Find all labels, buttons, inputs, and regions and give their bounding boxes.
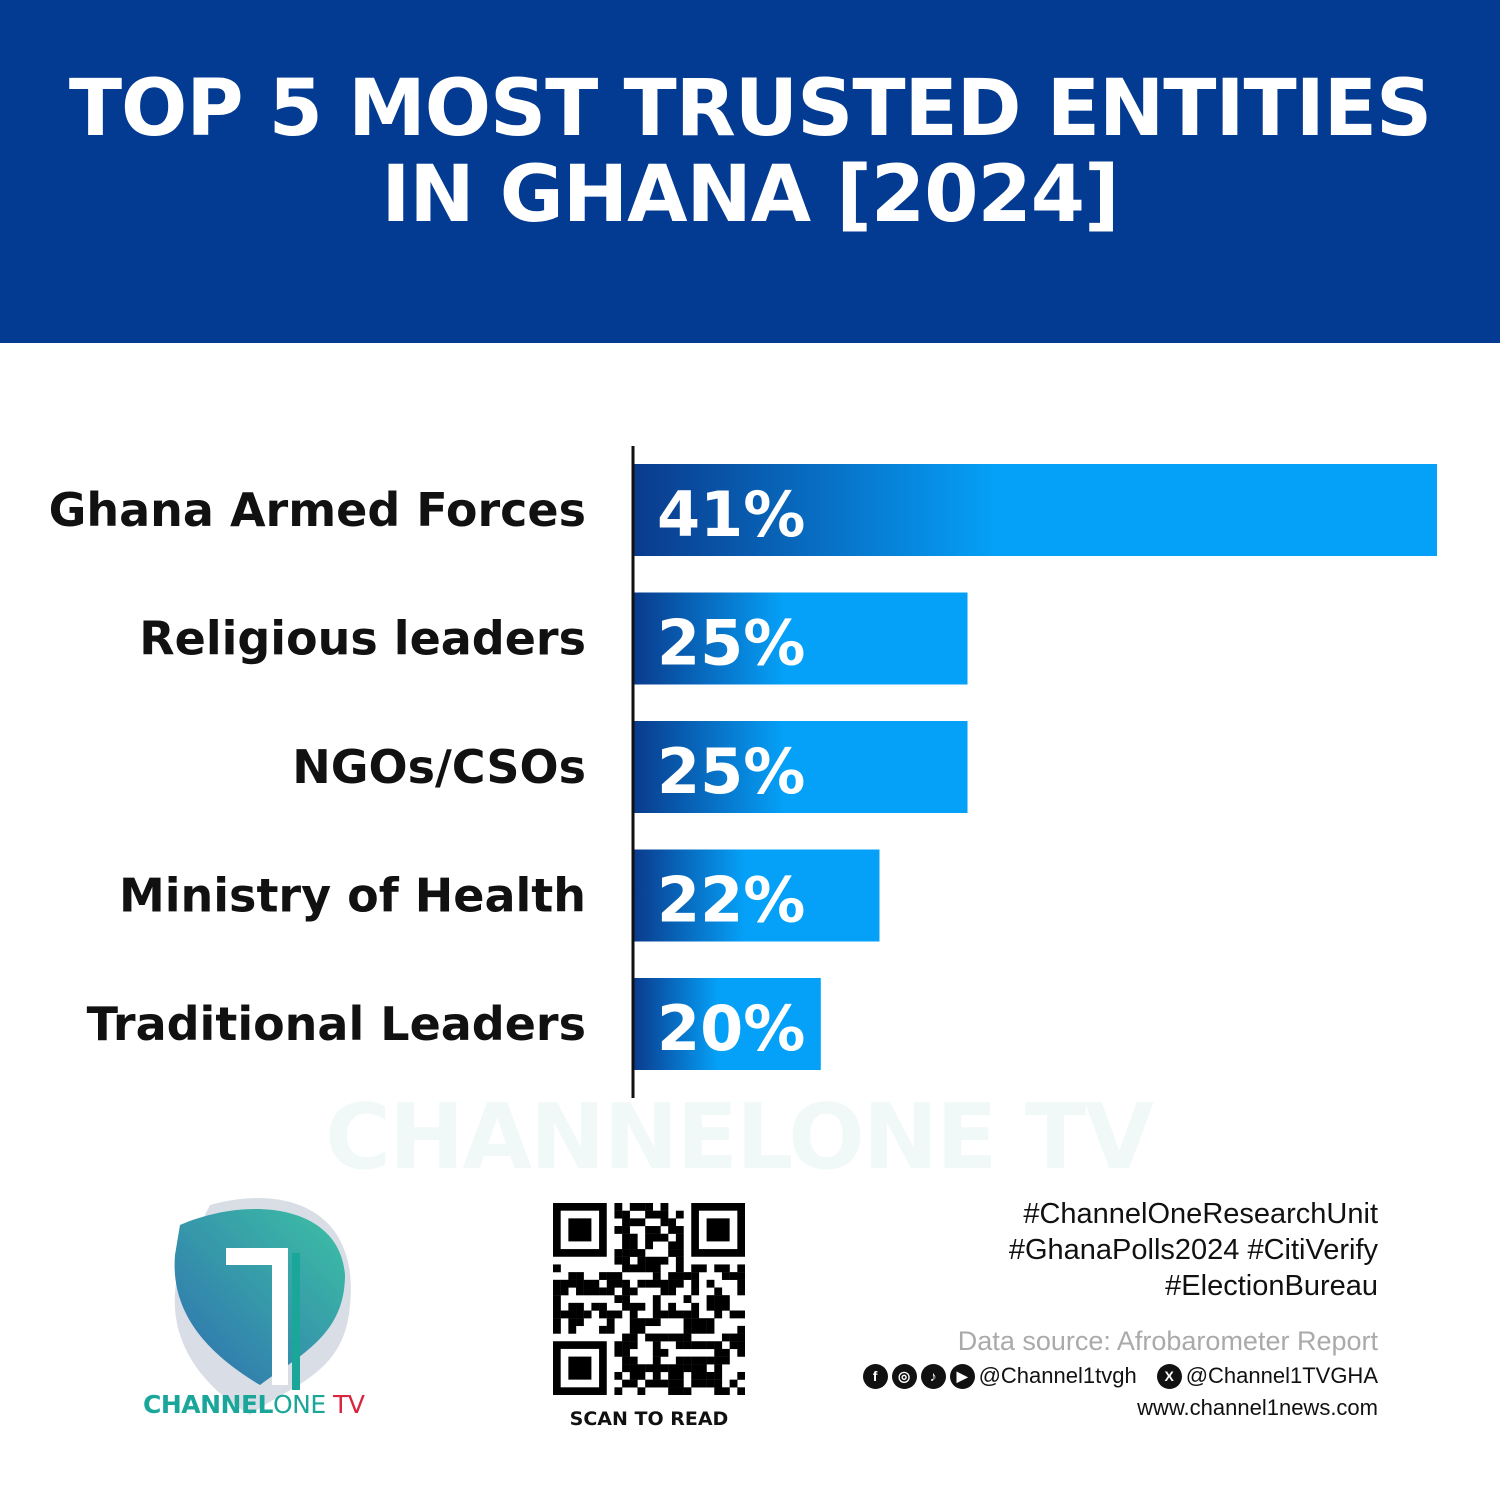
bar-chart: 41% Ghana Armed Forces 25% Religious leader… (49, 446, 1437, 1098)
data-label: 41% (657, 478, 805, 551)
bar (633, 721, 968, 813)
channel-one-logo (174, 1198, 351, 1415)
footer-info: #ChannelOneResearchUnit #GhanaPolls2024 … (862, 1196, 1378, 1421)
data-label: 20% (657, 992, 805, 1065)
watermark: CHANNELONE TV (325, 1085, 1154, 1190)
tiktok-icon[interactable]: ♪ (920, 1363, 946, 1389)
instagram-icon[interactable]: ◎ (891, 1363, 917, 1389)
bar (633, 849, 880, 942)
logo-part-2: ONE (272, 1390, 326, 1419)
scan-to-read-label: SCAN TO READ (569, 1408, 729, 1430)
youtube-icon[interactable]: ▶ (949, 1363, 975, 1389)
hashtag-line: #ChannelOneResearchUnit (1023, 1198, 1378, 1230)
bar (633, 978, 821, 1070)
data-label: 25% (657, 607, 805, 680)
title-line-2: IN GHANA [2024] (381, 149, 1119, 240)
handle-2[interactable]: @Channel1TVGHA (1185, 1363, 1378, 1388)
hashtag-line: #ElectionBureau (1165, 1270, 1378, 1302)
qr-code[interactable] (553, 1203, 745, 1395)
data-label: 22% (657, 864, 805, 937)
category-label: Traditional Leaders (87, 997, 586, 1051)
category-label: Religious leaders (139, 612, 586, 666)
hashtag-line: #GhanaPolls2024 #CitiVerify (1008, 1234, 1378, 1266)
data-source: Data source: Afrobarometer Report (957, 1326, 1378, 1356)
social-row: f ◎ ♪ ▶ @Channel1tvgh X @Channel1TVGHA (862, 1363, 1378, 1389)
website-link[interactable]: www.channel1news.com (1137, 1395, 1378, 1420)
logo-part-1: CHANNEL (143, 1390, 273, 1419)
facebook-icon[interactable]: f (862, 1363, 888, 1389)
bar (633, 464, 1437, 556)
data-label: 25% (657, 735, 805, 808)
logo-part-3: TV (325, 1390, 365, 1419)
x-icon[interactable]: X (1156, 1363, 1182, 1389)
category-label: NGOs/CSOs (292, 740, 586, 794)
title-line-1: TOP 5 MOST TRUSTED ENTITIES (68, 63, 1432, 154)
bar (633, 592, 968, 685)
header-banner: TOP 5 MOST TRUSTED ENTITIES IN GHANA [20… (0, 0, 1500, 343)
category-label: Ministry of Health (119, 869, 586, 923)
logo-wordmark: CHANNELONE TV (143, 1390, 365, 1419)
category-label: Ghana Armed Forces (49, 483, 586, 537)
handle-1[interactable]: @Channel1tvgh (978, 1363, 1137, 1388)
